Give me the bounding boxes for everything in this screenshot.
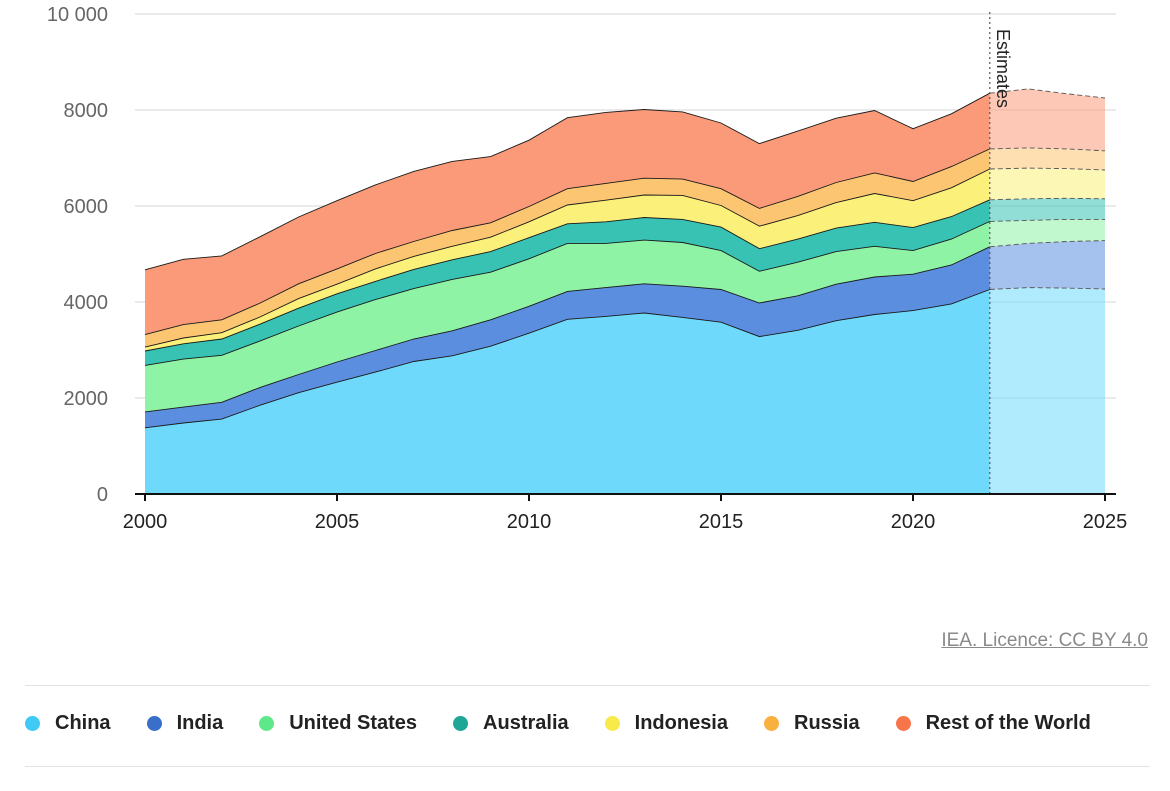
area-india-estimate (989, 240, 1105, 290)
legend-label-china: China (55, 712, 111, 734)
legend-label-russia: Russia (794, 712, 860, 734)
area-indonesia-estimate (989, 168, 1105, 200)
axes (135, 12, 1116, 501)
area-rest-of-the-world (145, 93, 990, 335)
legend-item-india[interactable]: India (146, 712, 224, 735)
y-tick-label: 2000 (64, 388, 109, 410)
area-russia (145, 148, 990, 348)
x-tick-label: 2000 (123, 511, 168, 533)
boundary-australia (144, 199, 990, 352)
area-australia (145, 199, 990, 366)
boundary-rest-of-the-world-estimate (989, 88, 1106, 99)
credit-link[interactable]: IEA. Licence: CC BY 4.0 (941, 630, 1148, 651)
boundary-india (144, 246, 990, 413)
legend-item-china[interactable]: China (25, 712, 111, 735)
tick-labels: 0 2000 4000 6000 8000 10 000 Estimates 2000 2005… (47, 4, 1127, 533)
legend-swatch-india (146, 716, 162, 731)
boundary-indonesia (144, 168, 990, 348)
legend-bottom-divider (25, 766, 1150, 767)
area-india (145, 246, 990, 428)
legend-swatch-indonesia (604, 716, 620, 731)
boundary-india-estimate (989, 240, 1106, 248)
legend-item-united-states[interactable]: United States (259, 712, 417, 735)
estimates-annotation: Estimates (993, 29, 1013, 108)
boundary-australia-estimate (989, 197, 1106, 201)
boundary-united-states (144, 220, 990, 366)
area-united-states-estimate (989, 219, 1105, 247)
y-tick-label: 6000 (64, 196, 109, 218)
legend-swatch-united-states (259, 716, 275, 731)
x-tick-label: 2005 (315, 511, 360, 533)
legend-swatch-rest-of-the-world (895, 716, 911, 731)
area-australia-estimate (989, 198, 1105, 222)
y-tick-label: 8000 (64, 100, 109, 122)
x-tick-label: 2020 (891, 511, 936, 533)
boundary-rest-of-the-world (144, 92, 991, 271)
area-china (145, 289, 990, 494)
boundary-russia (144, 148, 990, 336)
legend-item-australia[interactable]: Australia (453, 712, 569, 735)
boundary-indonesia-estimate (989, 167, 1106, 171)
boundary-china (144, 289, 990, 429)
stacked-area-chart: 0 2000 4000 6000 8000 10 000 Estimates 2000 2005… (47, 4, 1127, 533)
y-tick-label: 10 000 (47, 4, 108, 26)
legend-top-divider (25, 685, 1150, 686)
legend-label-united-states: United States (289, 712, 418, 734)
boundary-united-states-estimate (989, 218, 1105, 222)
y-tick-label: 0 (97, 484, 108, 506)
x-tick-label: 2015 (699, 511, 744, 533)
legend-label-indonesia: Indonesia (634, 712, 728, 734)
legend-label-australia: Australia (483, 712, 569, 734)
boundary-china-estimate (989, 287, 1106, 290)
legend-label-rest-of-the-world: Rest of the World (925, 712, 1091, 734)
legend-swatch-china (25, 716, 40, 731)
area-united-states (145, 221, 990, 412)
boundary-russia-estimate (989, 147, 1106, 152)
area-series (144, 88, 1106, 494)
legend-swatch-russia (764, 716, 779, 731)
legend-label-india: India (176, 712, 224, 734)
legend-item-rest-of-the-world[interactable]: Rest of the World (895, 712, 1091, 735)
y-tick-label: 4000 (64, 292, 109, 314)
legend-item-indonesia[interactable]: Indonesia (604, 712, 728, 735)
legend: China India United States Australia Indo… (25, 712, 1127, 735)
legend-swatch-australia (453, 716, 469, 731)
legend-item-russia[interactable]: Russia (764, 712, 860, 735)
area-china-estimate (989, 287, 1105, 494)
x-tick-label: 2010 (507, 511, 552, 533)
area-rest-of-the-world-estimate (989, 88, 1105, 151)
area-russia-estimate (989, 147, 1105, 170)
x-tick-label: 2025 (1083, 511, 1128, 533)
